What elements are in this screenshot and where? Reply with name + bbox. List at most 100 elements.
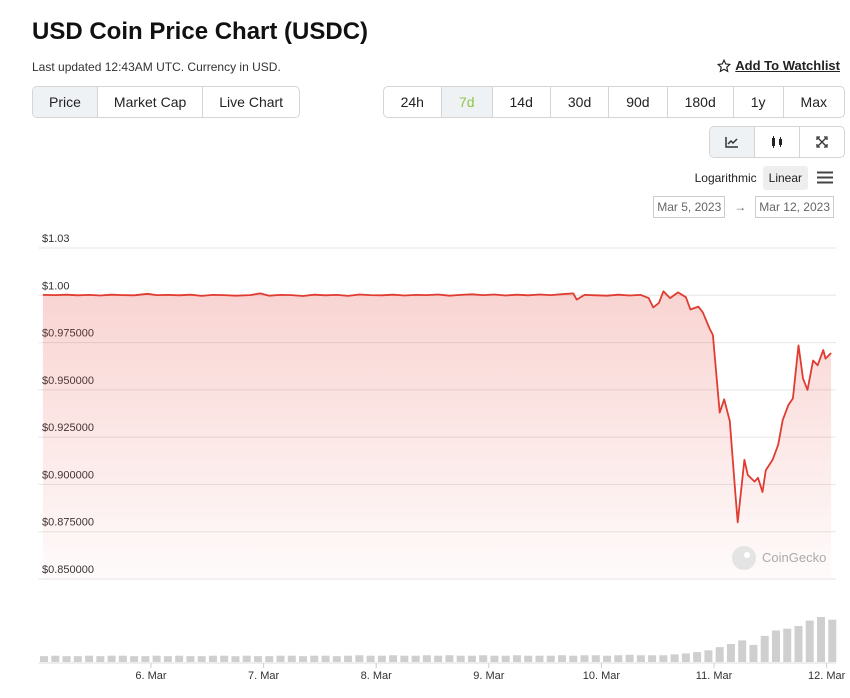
date-arrow: → <box>734 200 747 214</box>
menu-icon[interactable] <box>817 171 833 184</box>
price-line <box>42 290 832 524</box>
volume-bar <box>344 655 353 662</box>
volume-bar <box>558 655 567 662</box>
volume-bar <box>118 655 127 662</box>
volume-bar <box>569 655 578 662</box>
volume-bar <box>580 655 589 662</box>
volume-bar <box>389 655 398 662</box>
volume-bar <box>625 654 634 662</box>
volume-bar <box>456 655 465 662</box>
date-range: Mar 5, 2023 → Mar 12, 2023 <box>653 196 834 218</box>
watchlist[interactable]: Add To Watchlist <box>717 58 840 73</box>
x-tick-label: 6. Mar <box>135 670 167 682</box>
volume-bar <box>310 655 319 662</box>
volume-bar <box>738 640 747 662</box>
scale-button[interactable]: Linear <box>762 166 808 190</box>
volume-bar <box>355 655 364 662</box>
y-tick-label: $1.03 <box>42 233 70 245</box>
range-button[interactable]: 1y <box>732 87 783 117</box>
volume-bar <box>141 656 150 662</box>
tab-group: Price Market Cap Live Chart <box>32 86 301 118</box>
volume-bar <box>186 656 195 662</box>
range-button[interactable]: 30d <box>549 87 608 117</box>
volume-bar <box>62 656 71 662</box>
watermark: CoinGecko <box>732 546 826 570</box>
volume-bar <box>40 656 49 662</box>
volume-bar <box>197 656 206 662</box>
scale-button[interactable]: Logarithmic <box>694 171 757 185</box>
volume-bar <box>591 655 600 662</box>
tab-button[interactable]: Market Cap <box>96 87 202 117</box>
volume-bar <box>287 655 296 662</box>
volume-bar <box>321 655 330 662</box>
volume-bar <box>467 655 476 662</box>
volume-bar <box>648 655 657 662</box>
volume-bar <box>490 655 499 662</box>
volume-bar <box>73 656 82 662</box>
date-to[interactable]: Mar 12, 2023 <box>755 196 834 218</box>
chart-type-group <box>709 126 845 158</box>
y-tick-label: $1.00 <box>42 280 70 292</box>
volume-bar <box>400 655 409 662</box>
volume-bar <box>377 655 386 662</box>
subtitle: Last updated 12:43AM UTC. Currency in US… <box>32 60 281 74</box>
candle-chart-button[interactable] <box>754 127 799 157</box>
range-button[interactable]: 7d <box>440 87 492 117</box>
volume-bar <box>332 656 341 662</box>
range-button[interactable]: 180d <box>666 87 733 117</box>
volume-bar <box>693 652 702 662</box>
volume-bar <box>546 655 555 662</box>
volume-bar <box>175 655 184 662</box>
watermark-text: CoinGecko <box>762 550 826 565</box>
volume-bar <box>231 656 240 662</box>
watchlist-label[interactable]: Add To Watchlist <box>735 58 840 73</box>
volume-bar <box>163 656 172 662</box>
tab-button[interactable]: Price <box>33 87 97 117</box>
volume-bar <box>479 655 488 662</box>
tab-button[interactable]: Live Chart <box>202 87 299 117</box>
range-button[interactable]: Max <box>782 87 844 117</box>
volume-bar <box>265 656 274 662</box>
x-tick-label: 8. Mar <box>361 670 393 682</box>
star-icon <box>717 58 732 72</box>
volume-bar <box>535 655 544 662</box>
title: USD Coin Price Chart (USDC) <box>32 18 369 45</box>
volume-bar <box>107 655 116 662</box>
volume-bar <box>760 635 769 662</box>
volume-bar <box>636 655 645 662</box>
x-tick-label: 12. Mar <box>808 670 846 682</box>
x-tick-label: 9. Mar <box>473 670 505 682</box>
range-button[interactable]: 14d <box>491 87 550 117</box>
volume-bar <box>828 619 837 662</box>
line-icon <box>725 137 738 148</box>
volume-bar <box>501 655 510 662</box>
volume-bar <box>794 626 803 662</box>
scale-toggle: Logarithmic Linear <box>689 166 808 190</box>
date-from[interactable]: Mar 5, 2023 <box>653 196 726 218</box>
volume-bar <box>715 647 724 662</box>
volume-bar <box>220 655 229 662</box>
x-tick-label: 10. Mar <box>583 670 621 682</box>
area-fill <box>42 291 832 579</box>
volume-bar <box>817 617 826 662</box>
range-button[interactable]: 90d <box>608 87 666 117</box>
range-group: 24h 7d 14d 30d 90d 180d 1y Max <box>382 86 845 118</box>
fullscreen-button[interactable] <box>799 127 844 157</box>
volume-bar <box>681 653 690 662</box>
volume-bar <box>670 654 679 662</box>
range-button[interactable]: 24h <box>400 94 424 110</box>
volume-bar <box>749 644 758 662</box>
x-tick-label: 7. Mar <box>248 670 280 682</box>
volume-bar <box>152 655 161 662</box>
volume-bar <box>726 644 735 662</box>
candle-icon <box>772 136 782 148</box>
volume-bar <box>130 656 139 662</box>
volume-bar <box>603 655 612 662</box>
volume-bar <box>783 628 792 662</box>
watermark-eye <box>744 552 750 558</box>
volume-bar <box>96 656 105 662</box>
volume-bar <box>276 655 285 662</box>
volume-bar <box>208 655 217 662</box>
line-chart-button[interactable] <box>710 127 754 157</box>
